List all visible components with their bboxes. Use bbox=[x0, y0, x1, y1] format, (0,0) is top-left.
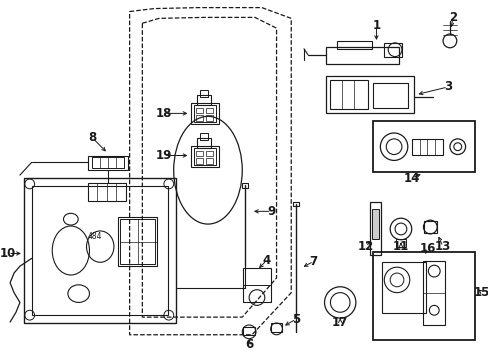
Text: 12: 12 bbox=[357, 240, 373, 253]
Bar bbox=[411, 139, 442, 154]
Text: 7: 7 bbox=[309, 255, 317, 268]
Bar bbox=[337, 41, 371, 49]
Bar bbox=[369, 202, 381, 256]
Bar bbox=[205, 158, 212, 164]
Bar bbox=[325, 76, 413, 113]
Bar bbox=[384, 43, 401, 57]
Text: 13: 13 bbox=[434, 240, 450, 253]
Text: 1: 1 bbox=[372, 19, 380, 32]
Bar bbox=[243, 268, 270, 302]
Text: 484: 484 bbox=[88, 232, 102, 241]
Bar bbox=[196, 158, 203, 164]
Bar bbox=[24, 178, 175, 323]
Text: 19: 19 bbox=[155, 149, 172, 162]
Text: 17: 17 bbox=[331, 315, 347, 329]
Text: 6: 6 bbox=[244, 338, 253, 351]
Bar bbox=[242, 183, 247, 188]
Bar bbox=[382, 262, 426, 313]
Bar bbox=[243, 327, 254, 335]
Bar bbox=[197, 138, 210, 148]
Bar bbox=[191, 146, 218, 167]
Bar bbox=[205, 108, 212, 113]
Text: 18: 18 bbox=[155, 107, 172, 120]
Bar bbox=[197, 95, 210, 104]
Bar bbox=[196, 115, 203, 121]
Text: 5: 5 bbox=[291, 312, 300, 325]
Text: 16: 16 bbox=[419, 242, 436, 255]
Bar bbox=[325, 47, 398, 64]
Bar bbox=[424, 221, 436, 233]
Text: 2: 2 bbox=[448, 11, 456, 24]
Bar bbox=[88, 183, 125, 201]
Bar bbox=[372, 252, 474, 340]
Bar bbox=[92, 157, 123, 168]
Bar bbox=[395, 239, 405, 247]
Bar bbox=[330, 80, 367, 109]
Bar bbox=[196, 150, 203, 157]
Bar bbox=[32, 186, 167, 315]
Text: 3: 3 bbox=[443, 80, 451, 94]
Text: 9: 9 bbox=[267, 205, 275, 218]
Bar bbox=[194, 104, 215, 122]
Bar bbox=[205, 115, 212, 121]
Text: 11: 11 bbox=[392, 240, 408, 253]
Bar bbox=[371, 210, 379, 239]
Bar bbox=[423, 261, 444, 325]
Text: 10: 10 bbox=[0, 247, 16, 260]
Text: 4: 4 bbox=[262, 254, 270, 267]
Bar bbox=[270, 323, 282, 332]
Bar bbox=[200, 90, 207, 97]
Text: 14: 14 bbox=[403, 172, 419, 185]
Bar bbox=[293, 202, 299, 206]
Bar bbox=[191, 103, 218, 124]
Bar bbox=[372, 83, 407, 108]
Bar bbox=[205, 150, 212, 157]
Bar bbox=[88, 156, 127, 170]
Bar bbox=[118, 217, 157, 266]
Bar bbox=[200, 133, 207, 140]
Bar bbox=[196, 108, 203, 113]
Bar bbox=[120, 219, 155, 264]
Text: 15: 15 bbox=[473, 286, 488, 299]
Text: 8: 8 bbox=[88, 131, 96, 144]
Bar bbox=[194, 148, 215, 165]
Bar bbox=[372, 121, 474, 172]
